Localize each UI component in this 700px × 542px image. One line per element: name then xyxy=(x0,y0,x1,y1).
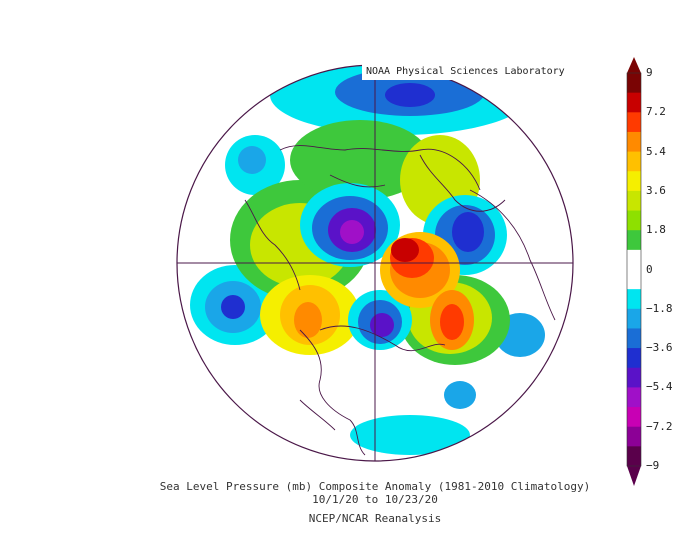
colorbar-tick-label: 1.8 xyxy=(646,223,666,237)
colorbar-tick-label: 9 xyxy=(646,66,653,79)
colorbar-swatch xyxy=(627,230,641,251)
colorbar-swatch xyxy=(627,112,641,133)
colorbar-tick-label: −5.4 xyxy=(646,380,673,394)
colorbar-swatch xyxy=(627,348,641,369)
colorbar-swatch xyxy=(627,190,641,212)
colorbar-tick-label: 3.6 xyxy=(646,183,666,197)
colorbar-tick-label: −7.2 xyxy=(646,419,673,433)
colorbar-swatch xyxy=(627,426,641,447)
caption-title: Sea Level Pressure (mb) Composite Anomal… xyxy=(159,480,591,493)
colorbar-swatch xyxy=(627,131,641,153)
credit-label: NOAA Physical Sciences Laboratory xyxy=(362,64,569,80)
colorbar-arrow-top xyxy=(627,57,641,73)
colorbar-swatch xyxy=(627,210,641,231)
colorbar-swatch xyxy=(627,289,641,310)
colorbar-bar xyxy=(626,57,642,486)
colorbar-tick-label: −1.8 xyxy=(646,301,673,315)
colorbar-swatch xyxy=(627,328,641,349)
colorbar-tick-label: 7.2 xyxy=(646,105,666,119)
caption-dates: 10/1/20 to 10/23/20 xyxy=(312,493,438,506)
colorbar-swatch xyxy=(627,171,641,192)
colorbar-tick-label: 5.4 xyxy=(646,144,666,158)
colorbar-swatch xyxy=(627,92,641,113)
caption-source: NCEP/NCAR Reanalysis xyxy=(308,512,442,525)
colorbar-swatch xyxy=(627,308,641,329)
colorbar-tick-label: −9 xyxy=(646,459,660,472)
colorbar-arrow-bottom xyxy=(627,466,641,486)
colorbar-swatch xyxy=(627,446,641,467)
colorbar-swatch xyxy=(627,73,641,94)
colorbar-swatch xyxy=(627,387,641,408)
colorbar-swatch xyxy=(627,367,641,388)
coastlines xyxy=(244,145,556,456)
colorbar-swatch xyxy=(627,269,641,290)
colorbar-swatch xyxy=(627,249,641,270)
colorbar-swatch xyxy=(627,151,641,172)
colorbar-tick-label: 0 xyxy=(646,262,653,276)
colorbar-swatch xyxy=(627,407,641,428)
colorbar-tick-label: −3.6 xyxy=(646,341,673,355)
